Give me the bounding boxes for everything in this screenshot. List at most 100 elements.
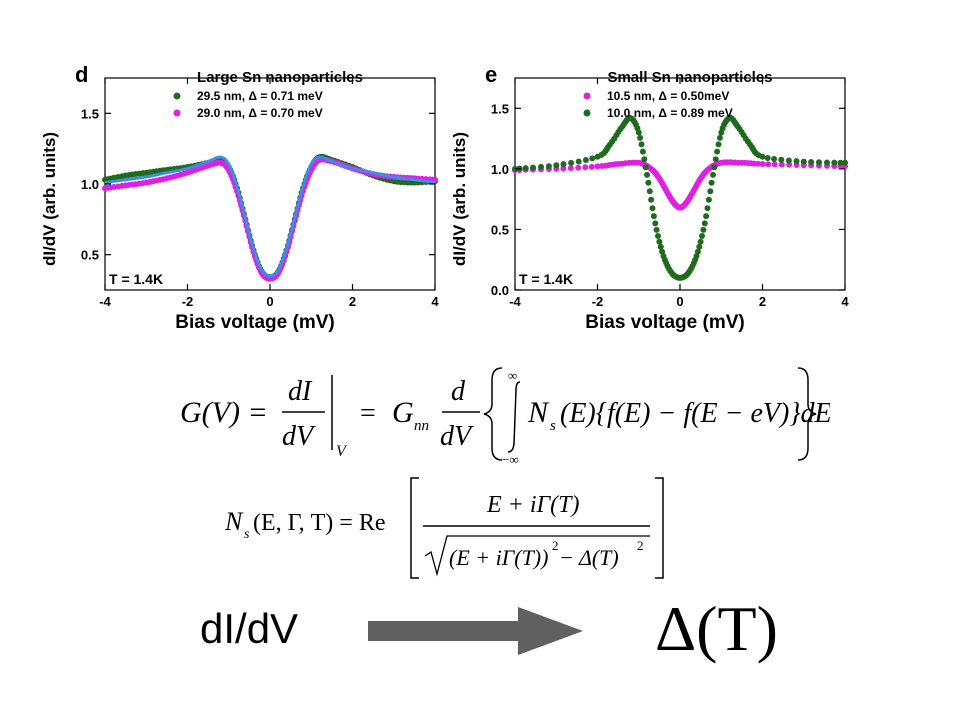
equation-conductance: G(V) = dI dV V = G nn d dV ∞ −∞ N s (E){… — [180, 367, 830, 467]
data-point — [642, 164, 649, 171]
data-point — [648, 196, 655, 203]
eq1-integral-sign — [507, 381, 521, 453]
eq2-sqrt-sign — [424, 535, 650, 577]
eq1-d-num: d — [451, 376, 466, 407]
data-point — [700, 226, 707, 233]
eq2-left-bracket — [410, 477, 419, 579]
data-point — [800, 158, 807, 165]
data-point — [530, 164, 536, 171]
data-point — [560, 165, 567, 172]
eq2-numerator: E + iΓ(T) — [486, 492, 580, 518]
right-arrow-icon — [368, 607, 583, 655]
dIdV-label: dI/dV — [200, 605, 299, 652]
legend-marker — [173, 109, 181, 117]
eq2-N: N — [225, 507, 244, 536]
y-tick-label: 1.0 — [491, 162, 509, 177]
x-tick-label: 4 — [841, 294, 849, 309]
eq2-denominator: (E + iΓ(T)) — [449, 545, 548, 570]
equation-density-of-states: N s (E, Γ, T) = Re E + iΓ(T) (E + iΓ(T))… — [225, 477, 664, 579]
data-point — [696, 243, 703, 250]
data-point — [837, 159, 844, 166]
legend-label: 29.5 nm, Δ = 0.71 meV — [197, 89, 323, 103]
data-point — [842, 159, 848, 166]
x-tick-label: -2 — [182, 294, 194, 309]
legend-label: 10.5 nm, Δ = 0.50meV — [607, 89, 729, 103]
data-point — [778, 156, 785, 163]
data-point — [759, 161, 766, 167]
eq1-lower-limit: −∞ — [502, 452, 519, 467]
x-tick-label: -4 — [99, 294, 111, 309]
data-point — [701, 220, 708, 227]
data-point — [716, 134, 723, 141]
data-point — [652, 220, 659, 227]
data-point — [705, 196, 712, 203]
eq1-lhs: G(V) = — [180, 396, 268, 429]
data-point — [703, 213, 710, 220]
data-point — [831, 159, 838, 166]
legend-marker — [583, 109, 591, 117]
data-point — [656, 238, 663, 245]
data-point — [582, 157, 589, 163]
data-point — [644, 171, 650, 178]
data-point — [568, 159, 575, 166]
legend-label: 29.0 nm, Δ = 0.70 meV — [197, 106, 323, 120]
eq2-right-bracket — [655, 477, 664, 579]
chart-canvas: -4 -2 0 2 4 0.5 1.0 1.5 Bias voltage (mV) dI/dV (… — [40, 62, 849, 333]
x-tick-label: 0 — [266, 294, 273, 309]
eq2-den-rest: − Δ(T) — [559, 545, 619, 570]
data-point — [582, 164, 589, 171]
panel-d: -4 -2 0 2 4 0.5 1.0 1.5 Bias voltage (mV) dI/dV (… — [40, 62, 439, 333]
data-point — [653, 226, 660, 233]
eq1-upper-limit: ∞ — [508, 368, 517, 383]
x-tick-label: -2 — [592, 294, 604, 309]
x-tick-label: -4 — [509, 294, 521, 309]
y-tick-label: 1.0 — [81, 177, 99, 192]
x-tick-label: 4 — [431, 294, 439, 309]
x-tick-label: 0 — [676, 294, 683, 309]
data-point — [715, 141, 722, 148]
eq2-den-sup-2: 2 — [637, 538, 644, 553]
data-point — [575, 158, 582, 165]
data-point — [560, 161, 567, 168]
eq2-den-sup: 2 — [552, 538, 559, 553]
data-point — [778, 161, 785, 168]
chart-title: Large Sn nanoparticles — [197, 69, 363, 86]
data-point — [786, 161, 793, 168]
y-tick-label: 1.5 — [81, 106, 99, 121]
data-point — [708, 179, 715, 186]
data-point — [694, 248, 701, 255]
x-axis-label: Bias voltage (mV) — [585, 312, 744, 333]
eq1-equals: = — [360, 398, 376, 429]
panel-letter: d — [75, 62, 88, 87]
arrow-head — [518, 607, 583, 655]
data-point — [816, 159, 822, 166]
data-point — [567, 165, 574, 172]
data-point — [754, 160, 761, 167]
y-tick-label: 1.5 — [491, 101, 509, 116]
legend-marker — [173, 92, 181, 100]
x-tick-label: 2 — [759, 294, 766, 309]
data-point — [637, 134, 644, 141]
delta-of-T-label: Δ(T) — [655, 593, 778, 664]
eq1-numerator: dI — [288, 376, 313, 407]
legend-marker — [583, 92, 591, 100]
data-point — [594, 163, 601, 170]
data-point — [808, 159, 815, 165]
eq2-lhs-rest: (E, Γ, T) = Re — [253, 510, 386, 536]
temperature-annotation: T = 1.4K — [109, 271, 163, 287]
data-point — [588, 163, 595, 170]
eq1-G-sub: nn — [414, 418, 429, 434]
data-point — [638, 141, 645, 148]
data-point — [771, 161, 778, 168]
data-point — [765, 161, 772, 168]
data-point — [824, 159, 830, 166]
legend-label: 10.0 nm, Δ = 0.89 meV — [607, 106, 733, 120]
eq1-denominator: dV — [282, 421, 316, 452]
eq1-N-sub: s — [550, 418, 556, 434]
data-point — [545, 163, 552, 170]
y-tick-label: 0.5 — [81, 248, 99, 263]
eq2-N-sub: s — [244, 527, 250, 542]
data-point — [785, 157, 792, 164]
data-point — [707, 188, 714, 195]
temperature-annotation: T = 1.4K — [519, 271, 573, 287]
